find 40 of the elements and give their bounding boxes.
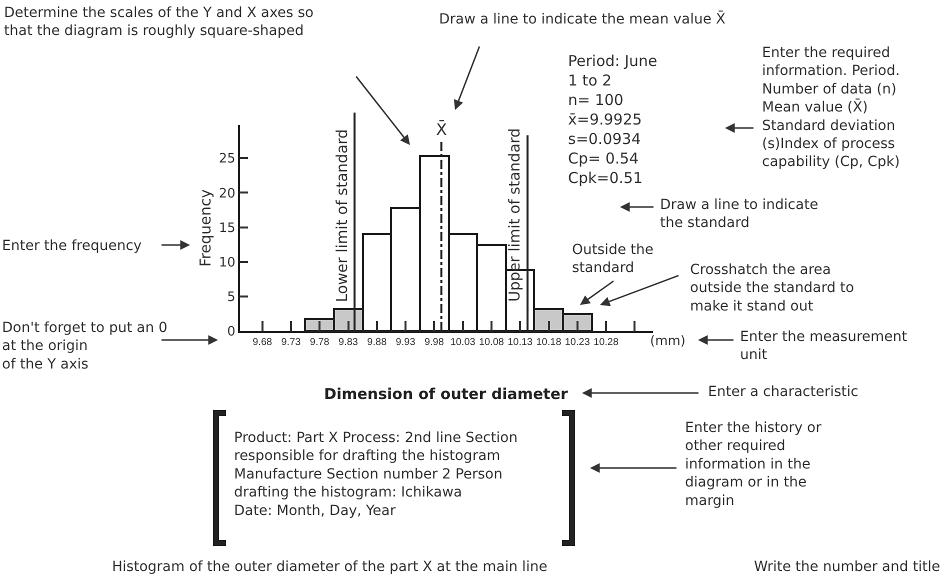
text: Product: Part X Process: 2nd line Section responsible for drafting the histogram Manufacture Section number 2 Person drafting the histogram: Ichikawa Date: Month, Day, Year <box>234 430 518 519</box>
y-tick-label: 20 <box>218 186 236 202</box>
ref-line-label: Upper limit of standard <box>505 128 524 302</box>
text: Don't forget to put an 0 at the origin of the Y axis <box>2 320 168 372</box>
x-tick-label: 9.88 <box>367 337 388 348</box>
text: Crosshatch the area outside the standard to make it stand out <box>690 262 854 314</box>
y-tick-label: 5 <box>227 290 236 305</box>
x-tick-label: 10.28 <box>594 337 619 348</box>
x-tick-label: 9.78 <box>310 337 330 348</box>
annotation: Period: June 1 to 2 n= 100 x̄=9.9925 s=0.0934 Cp= 0.54 Cpk=0.51 <box>568 52 658 187</box>
x-tick-label: 9.73 <box>281 337 302 348</box>
x-tick-label: 10.08 <box>478 337 504 348</box>
x-tick-label: 10.23 <box>564 337 590 348</box>
text: Histogram of the outer diameter of the part X at the main line <box>112 559 548 575</box>
text: Determine the scales of the Y and X axes so that the diagram is roughly square-shaped <box>4 5 314 40</box>
text: Enter a characteristic <box>708 384 858 400</box>
x-tick-label: 9.98 <box>424 337 444 348</box>
x-tick-label: 10.13 <box>508 337 534 348</box>
text: Enter the frequency <box>2 238 142 254</box>
y-axis-title: Frequency <box>196 189 215 267</box>
x-tick-label: 10.03 <box>450 337 476 348</box>
text: Draw a line to indicate the standard <box>660 197 818 232</box>
x-tick-label: 10.18 <box>536 337 562 348</box>
x-tick-label: 9.93 <box>396 337 416 348</box>
text: Draw a line to indicate the mean value X̄ <box>439 10 726 28</box>
y-tick-label: 25 <box>218 152 236 167</box>
x-tick-label: 9.68 <box>252 337 273 348</box>
ref-line-label: Lower limit of standard <box>332 129 351 302</box>
y-tick-label: 10 <box>218 255 236 270</box>
text: Enter the measurement unit <box>740 329 908 364</box>
text: Enter the history or other required information in the diagram or in the margin <box>685 420 822 509</box>
text: Write the number and title <box>754 559 940 575</box>
x-tick-label: 9.83 <box>338 337 358 348</box>
y-tick-label: 0 <box>227 324 236 340</box>
text: (mm) <box>650 334 686 349</box>
ref-line-label: X̄ <box>436 120 447 139</box>
x-axis-title: Dimension of outer diameter <box>324 385 568 403</box>
text: Enter the required information. Period. Number of data (n) Mean value (X̄) Standard deviation (s)Index of process capability (Cp, Cpk) <box>762 45 900 170</box>
annotation: Outside the standard <box>572 242 654 276</box>
y-tick-label: 15 <box>218 220 236 236</box>
